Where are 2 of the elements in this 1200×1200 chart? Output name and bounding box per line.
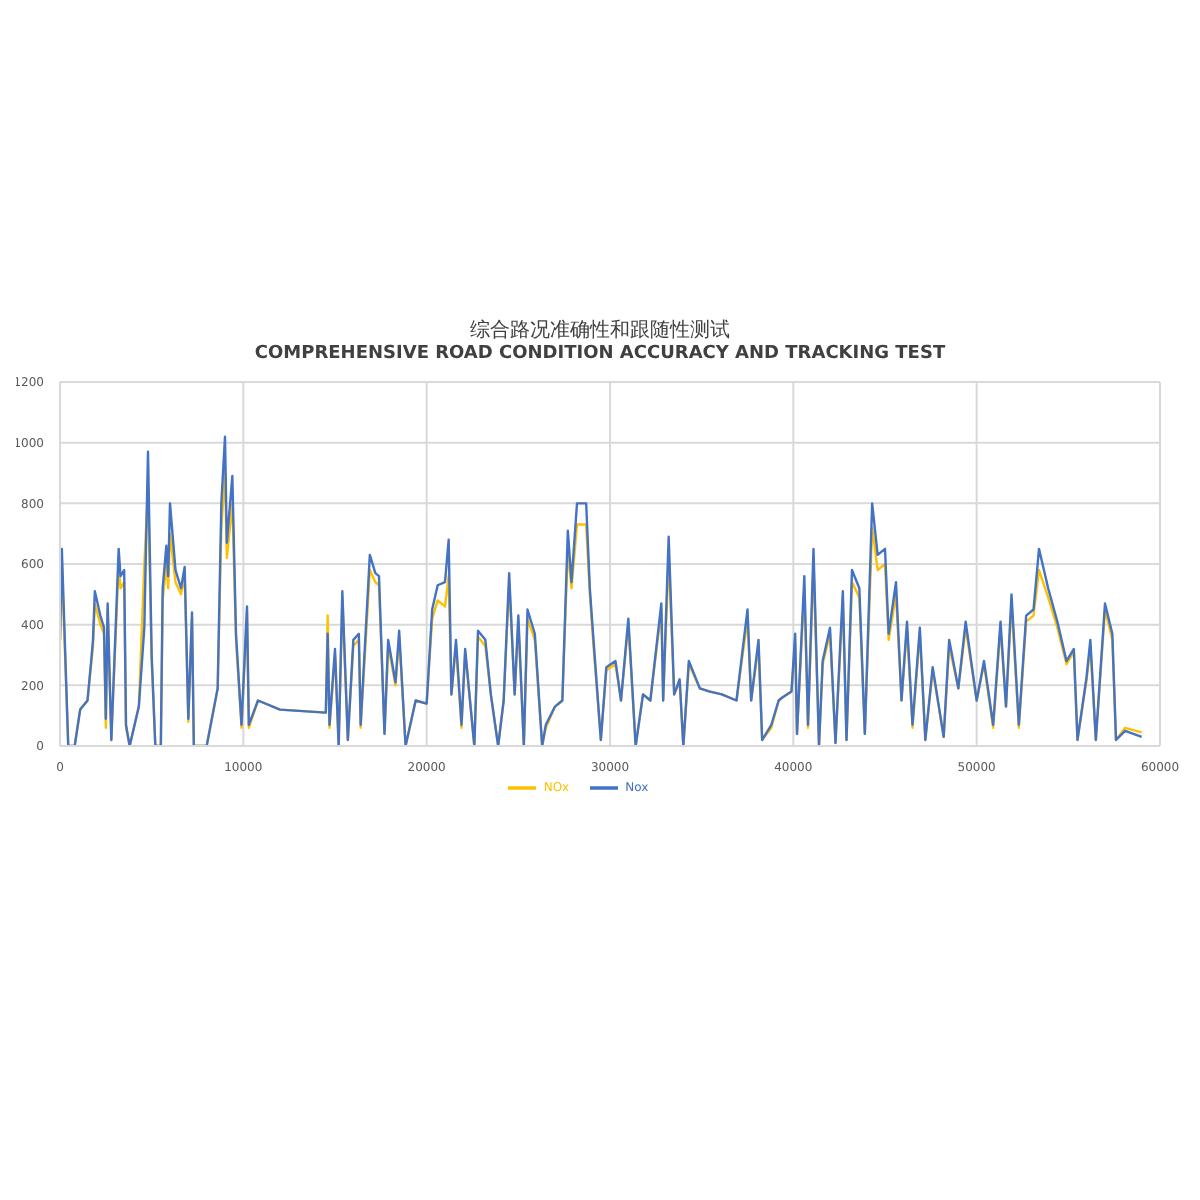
chart-title: 综合路况准确性和跟随性测试 — [468, 317, 732, 344]
chart-subtitle: COMPREHENSIVE ROAD CONDITION ACCURACY AND TRACKING TEST — [252, 344, 948, 364]
